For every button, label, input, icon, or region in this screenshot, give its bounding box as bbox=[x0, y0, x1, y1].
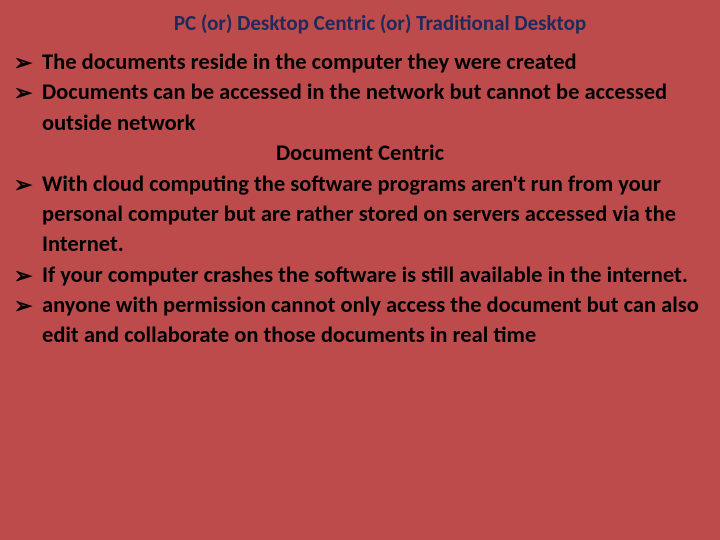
bullet-text: If your computer crashes the software is… bbox=[42, 261, 706, 291]
bullet-icon: ➢ bbox=[14, 48, 42, 78]
list-item: ➢ If your computer crashes the software … bbox=[14, 261, 706, 291]
slide-title: PC (or) Desktop Centric (or) Traditional… bbox=[14, 10, 706, 36]
slide: PC (or) Desktop Centric (or) Traditional… bbox=[0, 0, 720, 540]
bullet-text: The documents reside in the computer the… bbox=[42, 48, 706, 78]
bullet-icon: ➢ bbox=[14, 78, 42, 108]
subheading: Document Centric bbox=[14, 139, 706, 169]
bullet-text: anyone with permission cannot only acces… bbox=[42, 291, 706, 352]
bullet-icon: ➢ bbox=[14, 291, 42, 321]
bullet-text: With cloud computing the software progra… bbox=[42, 170, 706, 261]
list-item: ➢ The documents reside in the computer t… bbox=[14, 48, 706, 78]
bullet-icon: ➢ bbox=[14, 170, 42, 200]
list-item: ➢ Documents can be accessed in the netwo… bbox=[14, 78, 706, 139]
bullet-icon: ➢ bbox=[14, 261, 42, 291]
bullet-text: Documents can be accessed in the network… bbox=[42, 78, 706, 139]
list-item: ➢ With cloud computing the software prog… bbox=[14, 170, 706, 261]
slide-content: ➢ The documents reside in the computer t… bbox=[14, 48, 706, 352]
list-item: ➢ anyone with permission cannot only acc… bbox=[14, 291, 706, 352]
